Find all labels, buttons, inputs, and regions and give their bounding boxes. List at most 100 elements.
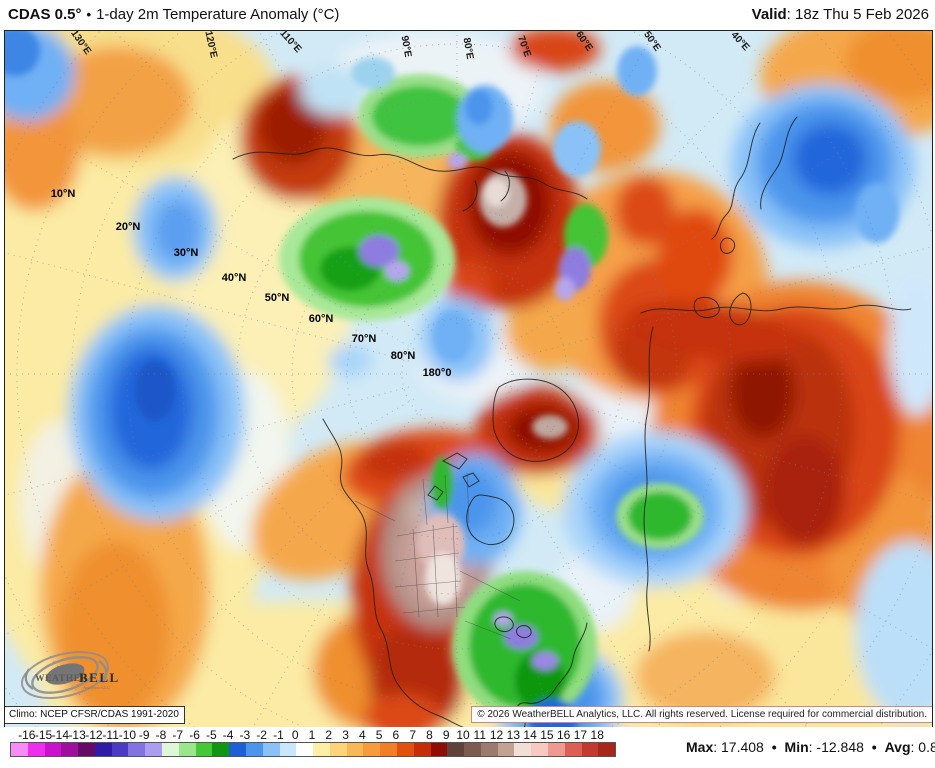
parameter-title: 1-day 2m Temperature Anomaly (°C) <box>96 6 340 23</box>
field-stats: Max: 17.408 • Min: -12.848 • Avg: 0.853 <box>686 739 935 755</box>
colorbar-cell <box>514 743 532 756</box>
colorbar-tick-label: 12 <box>489 728 504 742</box>
colorbar-tick-label: 13 <box>506 728 520 742</box>
colorbar-cell <box>162 743 179 756</box>
colorbar-tick-label: 2 <box>325 728 333 742</box>
weatherbell-swirl-icon: WEATHER BELL Analytics LLC <box>21 651 120 699</box>
logo-sub-text: Analytics LLC <box>83 685 110 690</box>
logo-bell-text: BELL <box>79 670 120 685</box>
colorbar <box>10 742 616 757</box>
stats-sep-2: • <box>871 739 877 755</box>
colorbar-tick-label: 3 <box>342 728 349 742</box>
colorbar-tick-label: -4 <box>222 728 234 742</box>
header-bar: CDAS 0.5° • 1-day 2m Temperature Anomaly (… <box>0 0 935 30</box>
colorbar-cell <box>212 743 230 756</box>
colorbar-tick-label: -13 <box>68 728 86 742</box>
colorbar-tick-label: 8 <box>426 728 433 742</box>
colorbar-tick-label: -11 <box>102 728 119 742</box>
colorbar-cell <box>346 743 364 756</box>
colorbar-cell <box>548 743 565 756</box>
colorbar-tick-label: -15 <box>34 728 53 742</box>
colorbar-cell <box>145 743 163 756</box>
colorbar-tick-label: -16 <box>18 728 36 742</box>
colorbar-tick-label: -3 <box>239 728 251 742</box>
max-label: Max <box>686 739 714 755</box>
colorbar-cell <box>94 743 112 756</box>
colorbar-tick-label: -9 <box>138 728 150 742</box>
colorbar-tick-label: -14 <box>51 728 69 742</box>
colorbar-tick-label: 9 <box>442 728 450 742</box>
colorbar-tick-label: 6 <box>392 728 400 742</box>
colorbar-tick-label: 16 <box>556 728 571 742</box>
max-value: : 17.408 <box>713 739 764 755</box>
colorbar-cell <box>329 743 347 756</box>
colorbar-cell <box>598 743 616 756</box>
logo-weather-text: WEATHER <box>35 674 88 684</box>
colorbar-tick-label: -12 <box>85 728 103 742</box>
colorbar-cell <box>396 743 414 756</box>
colorbar-cell <box>27 743 45 756</box>
colorbar-cell <box>581 743 599 756</box>
colorbar-tick-label: 18 <box>590 728 604 742</box>
colorbar-tick-label: 11 <box>473 728 486 742</box>
colorbar-tick-label: -1 <box>273 728 284 742</box>
colorbar-cell <box>61 743 79 756</box>
colorbar-cell <box>480 743 498 756</box>
colorbar-tick-label: 15 <box>540 728 554 742</box>
colorbar-cell <box>413 743 431 756</box>
colorbar-cell <box>78 743 95 756</box>
colorbar-cell <box>564 743 582 756</box>
colorbar-tick-label: 1 <box>308 728 316 742</box>
colorbar-tick-label: 0 <box>291 728 299 742</box>
colorbar-cell <box>195 743 213 756</box>
colorbar-cell <box>11 743 28 756</box>
anomaly-map: 10°N 20°N 30°N 40°N 50°N 60°N 70°N 80°N 180°0 130… <box>4 30 933 728</box>
colorbar-tick-label: 17 <box>573 728 588 742</box>
climo-note: Climo: NCEP CFSR/CDAS 1991-2020 <box>5 706 185 724</box>
colorbar-tick-label: 7 <box>409 728 416 742</box>
colorbar-cell <box>128 743 146 756</box>
anomaly-map-svg <box>5 31 932 727</box>
colorbar-cell <box>296 743 314 756</box>
colorbar-area: -16 -15 -14 -13 -12 -11 -10 -9 -8 -7 -6 -5 -4 -3 -2 -1 0… <box>0 727 935 768</box>
map-title: CDAS 0.5° • 1-day 2m Temperature Anomaly (… <box>8 6 339 23</box>
min-value: : -12.848 <box>808 739 864 755</box>
colorbar-tick-label: 4 <box>358 728 366 742</box>
copyright-note: © 2026 WeatherBELL Analytics, LLC. All r… <box>471 706 932 723</box>
colorbar-cell <box>447 743 465 756</box>
stats-sep-1: • <box>771 739 777 755</box>
model-name: CDAS 0.5° <box>8 6 82 23</box>
min-label: Min <box>784 739 809 755</box>
colorbar-cell <box>464 743 481 756</box>
colorbar-cell <box>44 743 62 756</box>
colorbar-cell <box>380 743 397 756</box>
colorbar-tick-label: -2 <box>256 728 267 742</box>
colorbar-cell <box>262 743 280 756</box>
valid-label: Valid <box>751 6 787 23</box>
colorbar-cell <box>313 743 330 756</box>
colorbar-tick-label: -7 <box>172 728 184 742</box>
colorbar-cell <box>229 743 246 756</box>
colorbar-cell <box>111 743 129 756</box>
colorbar-tick-label: -8 <box>155 728 167 742</box>
weatherbell-logo: WEATHER BELL Analytics LLC <box>13 645 131 707</box>
valid-time: Valid: 18z Thu 5 Feb 2026 <box>752 6 929 23</box>
colorbar-cell <box>430 743 448 756</box>
colorbar-cell <box>497 743 515 756</box>
colorbar-tick-label: 5 <box>375 728 383 742</box>
avg-value: : 0.853 <box>910 739 935 755</box>
colorbar-tick-label: 14 <box>523 728 537 742</box>
colorbar-cell <box>245 743 263 756</box>
colorbar-tick-label: -5 <box>205 728 217 742</box>
title-separator: • <box>86 7 92 22</box>
avg-label: Avg <box>884 739 911 755</box>
colorbar-tick-label: -10 <box>118 728 137 742</box>
colorbar-ticks: -16 -15 -14 -13 -12 -11 -10 -9 -8 -7 -6 -5 -4 -3 -2 -1 0… <box>0 728 935 742</box>
colorbar-cell <box>178 743 196 756</box>
colorbar-tick-label: 10 <box>456 728 470 742</box>
colorbar-cell <box>363 743 381 756</box>
colorbar-cell <box>531 743 548 756</box>
colorbar-tick-label: -6 <box>189 728 200 742</box>
valid-value: : 18z Thu 5 Feb 2026 <box>786 6 929 23</box>
